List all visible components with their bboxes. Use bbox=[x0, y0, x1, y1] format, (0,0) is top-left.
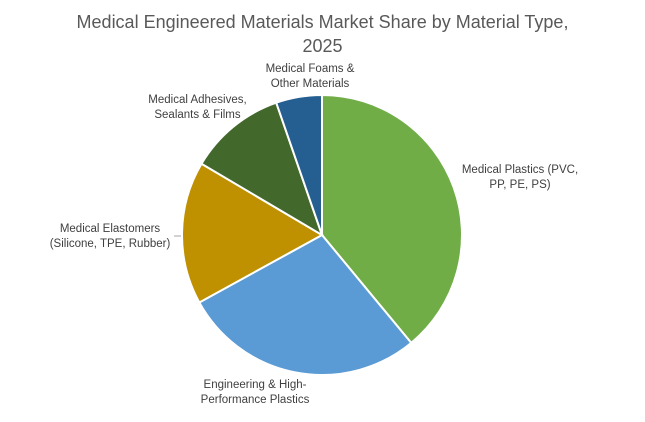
slice-label: Medical Plastics (PVC, PP, PE, PS) bbox=[461, 164, 579, 191]
slice-label: Engineering & High-Performance Plastics bbox=[200, 379, 310, 406]
pie-slice bbox=[274, 93, 323, 236]
slice-label: Medical Elastomers (Silicone, TPE, Rubbe… bbox=[49, 223, 171, 250]
pie-slice bbox=[197, 233, 413, 376]
pie-slice bbox=[321, 93, 463, 345]
pie-slice bbox=[181, 162, 325, 304]
chart-title: Medical Engineered Materials Market Shar… bbox=[76, 12, 569, 56]
slice-label: Medical Adhesives, Sealants & Films bbox=[148, 94, 247, 121]
pie-slice bbox=[200, 101, 324, 238]
slice-label: Medical Foams & Other Materials bbox=[265, 63, 355, 90]
